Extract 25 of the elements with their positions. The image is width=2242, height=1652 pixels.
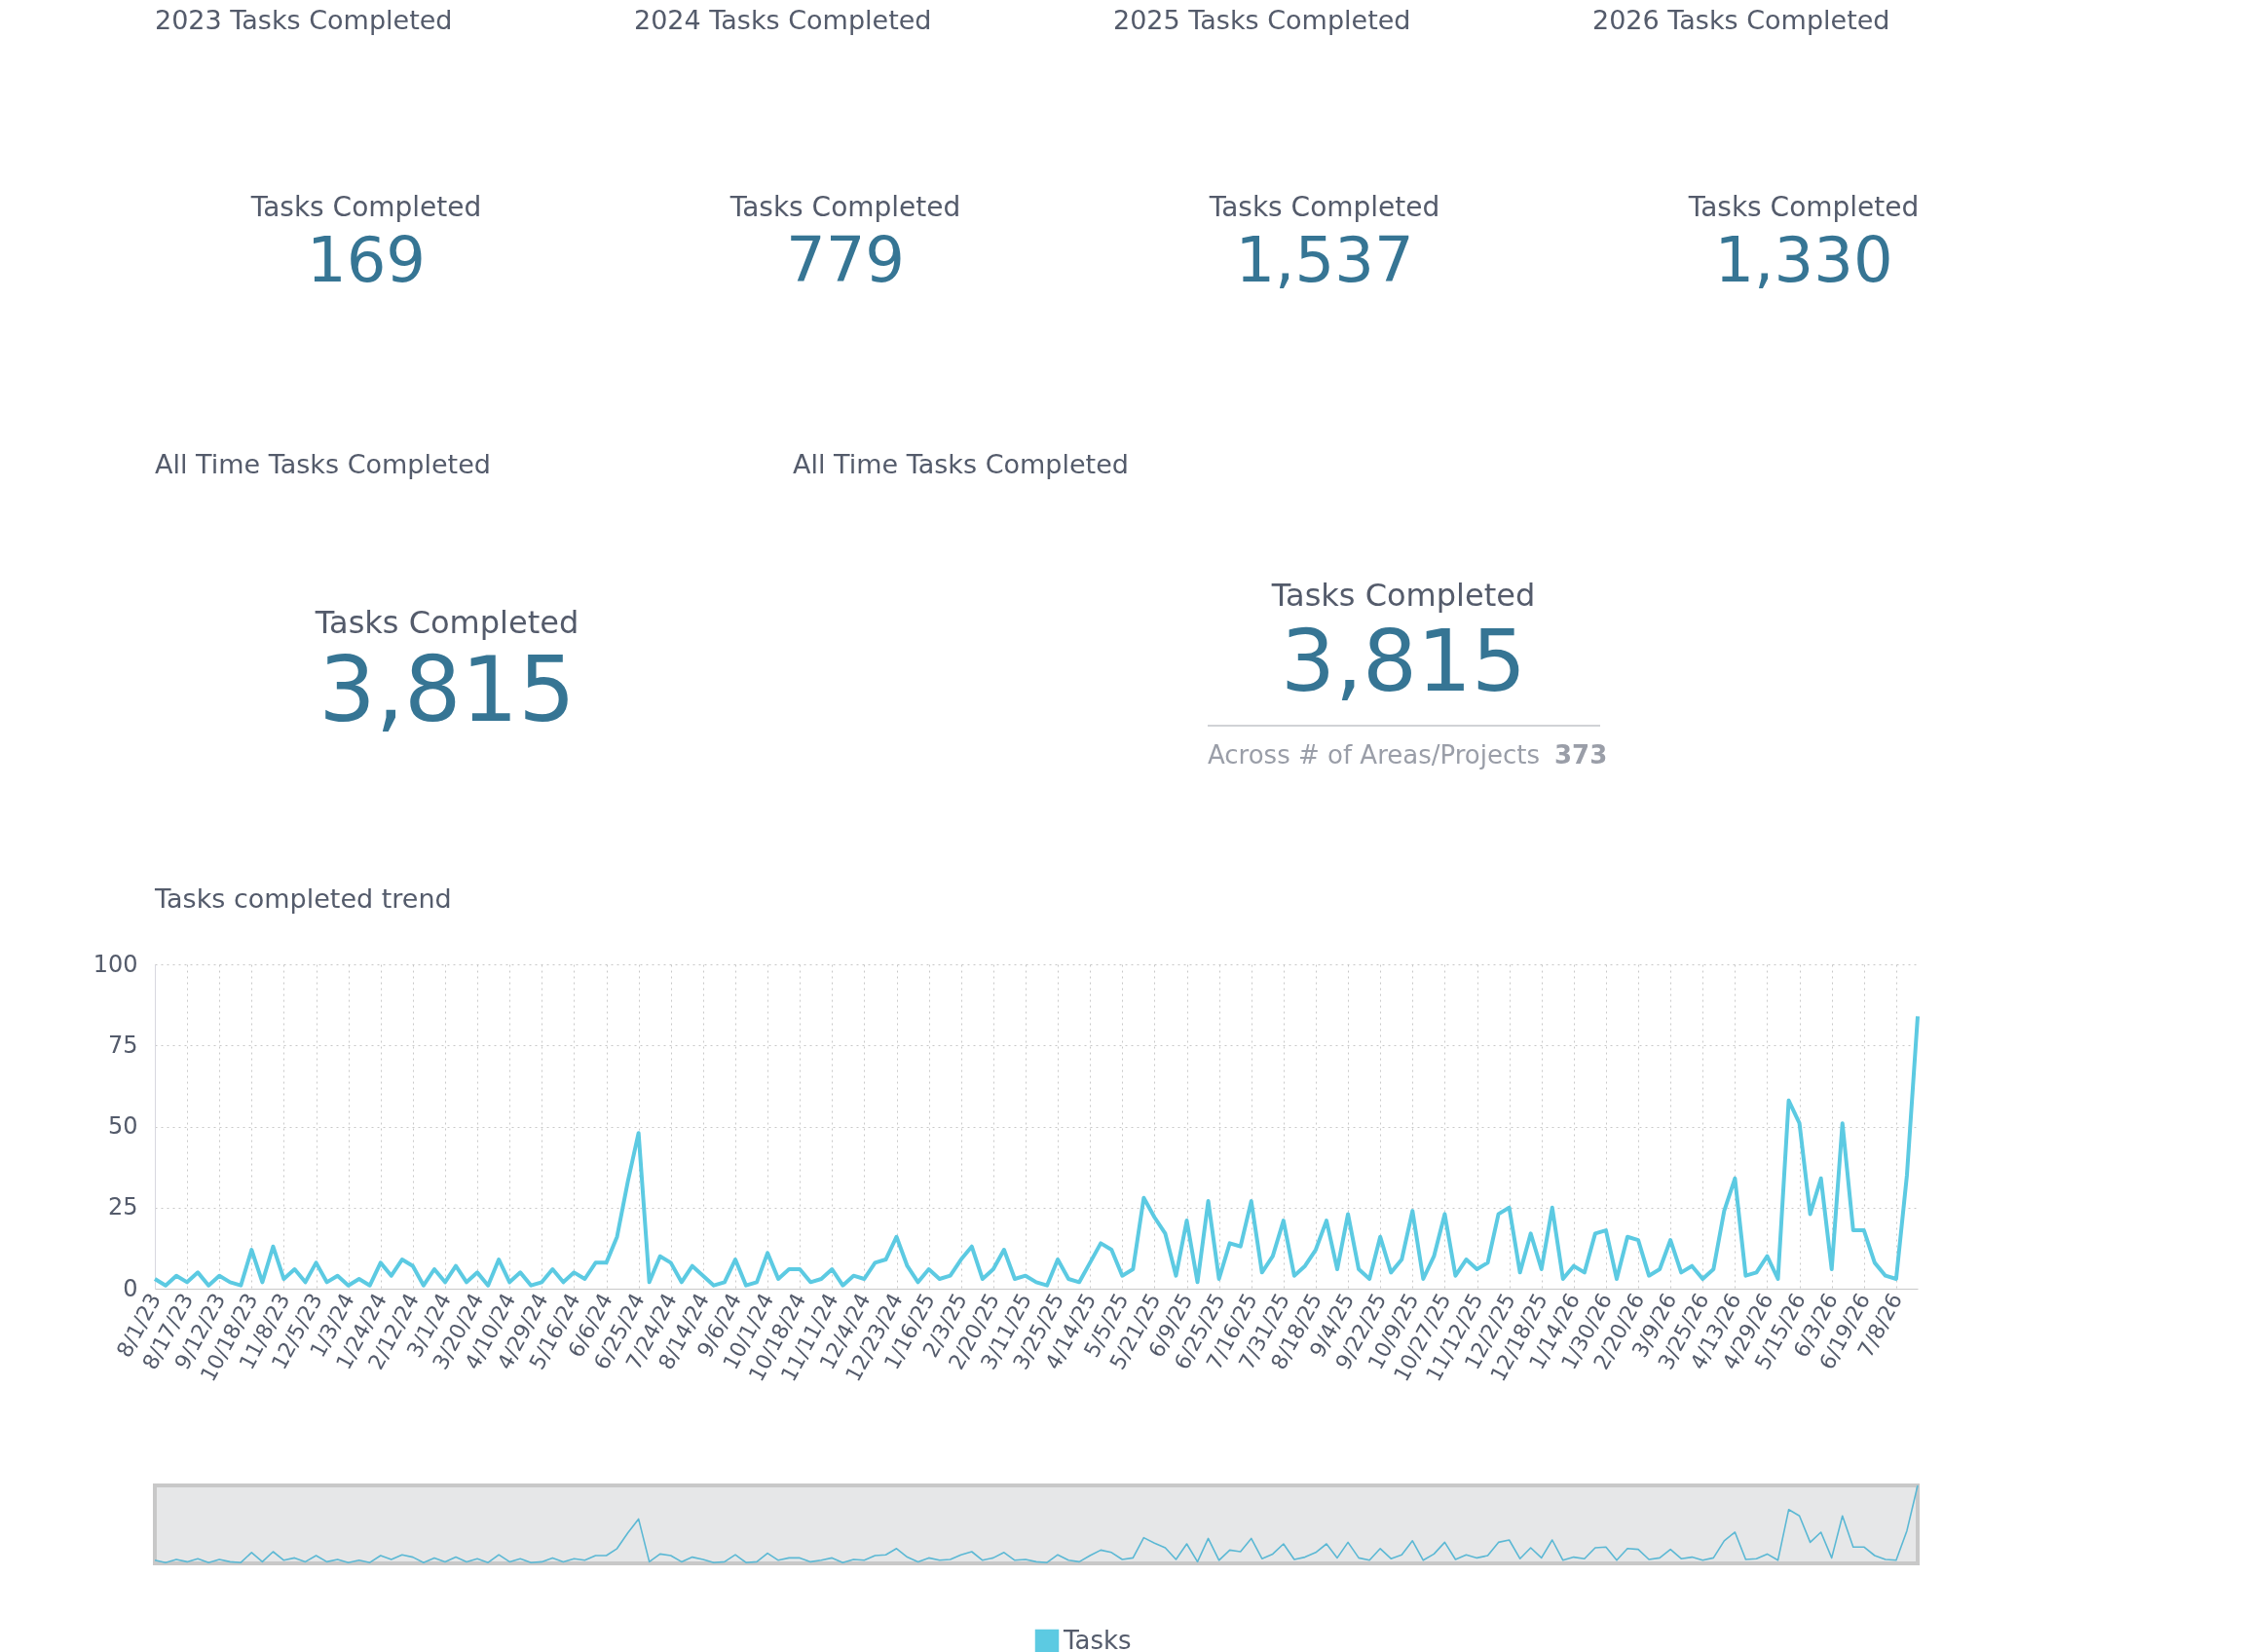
text: 2023 Tasks Completed [155,5,453,35]
text: 779 [785,224,906,296]
text: All Time Tasks Completed [793,449,1129,479]
text: 169 [306,224,427,296]
line-series [153,1014,1920,1288]
text: Tasks Completed [1270,577,1536,614]
text: Tasks Completed [249,191,482,223]
text: 2024 Tasks Completed [634,5,932,35]
text: Tasks Completed [729,191,961,223]
y-tick-label: 50 [107,1112,138,1140]
text: Tasks Completed [314,604,579,641]
y-tick-label: 75 [107,1031,138,1059]
legend-label: Tasks [1063,1626,1132,1652]
y-tick-label: 25 [107,1193,138,1221]
text: Tasks Completed [1208,191,1440,223]
text: All Time Tasks Completed [155,449,491,479]
chart-title: Tasks completed trend [154,883,452,914]
y-tick-label: 100 [93,950,138,978]
text: 2026 Tasks Completed [1592,5,1890,35]
text: 2025 Tasks Completed [1113,5,1411,35]
text: 1,537 [1235,224,1414,296]
text: 373 [1554,740,1608,770]
text: Across # of Areas/Projects [1207,740,1540,770]
text: 1,330 [1714,224,1893,296]
text: Tasks Completed [1687,191,1920,223]
